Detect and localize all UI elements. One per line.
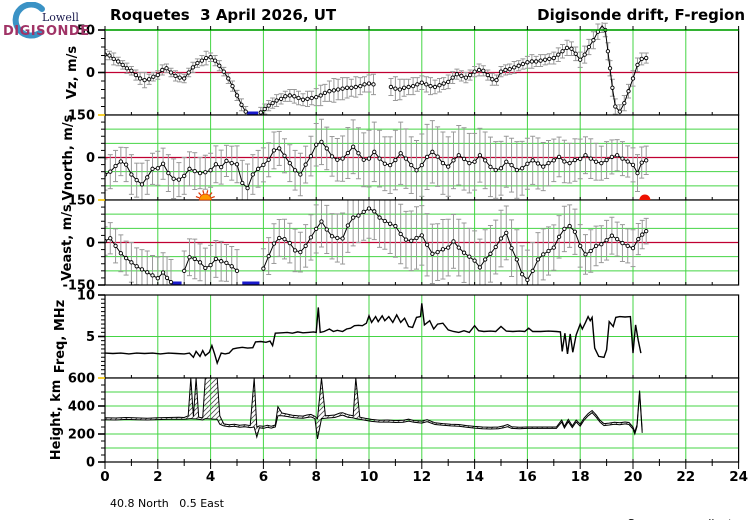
panel-vz: 50 0 Vz, m/s — [65, 22, 740, 116]
svg-text:150: 150 — [68, 194, 95, 209]
svg-text:18: 18 — [571, 469, 590, 485]
svg-text:10: 10 — [77, 289, 95, 304]
svg-text:0: 0 — [86, 236, 95, 251]
station-coordinates: 40.8 North 0.5 East — [110, 497, 224, 510]
panel-height: 600 400 200 0 Height, km — [49, 372, 740, 471]
offscale-marker — [171, 281, 182, 285]
svg-text:20: 20 — [624, 469, 643, 485]
svg-text:-150: -150 — [62, 279, 95, 294]
sunset-icon — [639, 194, 651, 200]
svg-text:2: 2 — [153, 469, 162, 485]
ylabel-height: Height, km — [49, 380, 64, 461]
logo-digisonde-text: DIGISONDE — [3, 24, 90, 39]
offscale-marker — [242, 281, 260, 285]
svg-text:6: 6 — [259, 469, 268, 485]
ylabel-freq: Freq, MHz — [53, 300, 68, 373]
ylabel-vnorth: Vnorth, m/s — [61, 114, 76, 200]
footer-notes: Compass coordinates Dispatcher v 0.5.21 — [627, 491, 745, 520]
offscale-marker — [247, 111, 259, 115]
svg-text:150: 150 — [68, 109, 95, 124]
svg-text:50: 50 — [77, 24, 95, 39]
svg-text:400: 400 — [68, 400, 95, 415]
svg-text:600: 600 — [68, 372, 95, 387]
digisonde-logo-arc — [12, 2, 45, 39]
page-title: Roquetes 3 April 2026, UT — [110, 6, 337, 24]
svg-text:8: 8 — [311, 469, 320, 485]
panel-freq: 10 5 Freq, MHz — [53, 289, 740, 379]
svg-text:4: 4 — [206, 469, 215, 485]
svg-text:14: 14 — [465, 469, 484, 485]
svg-text:0: 0 — [86, 151, 95, 166]
svg-text:0: 0 — [86, 456, 95, 471]
ylabel-vz: Vz, m/s — [65, 46, 80, 99]
page-subtitle: Digisonde drift, F-region — [537, 6, 745, 24]
svg-text:0: 0 — [86, 66, 95, 81]
svg-text:24: 24 — [729, 469, 748, 485]
svg-text:10: 10 — [360, 469, 379, 485]
svg-text:22: 22 — [676, 469, 695, 485]
ylabel-veast: Veast, m/s — [60, 204, 75, 281]
svg-text:0: 0 — [100, 469, 109, 485]
sunrise-icon — [195, 190, 215, 201]
svg-text:12: 12 — [412, 469, 431, 485]
svg-text:5: 5 — [86, 330, 95, 345]
logo-lowell-text: Lowell — [42, 11, 79, 24]
compass-coordinates-note: Compass coordinates — [627, 517, 745, 520]
svg-text:200: 200 — [68, 428, 95, 443]
svg-text:16: 16 — [518, 469, 537, 485]
panel-vnorth: 150 0 Vnorth, m/s — [61, 109, 740, 201]
